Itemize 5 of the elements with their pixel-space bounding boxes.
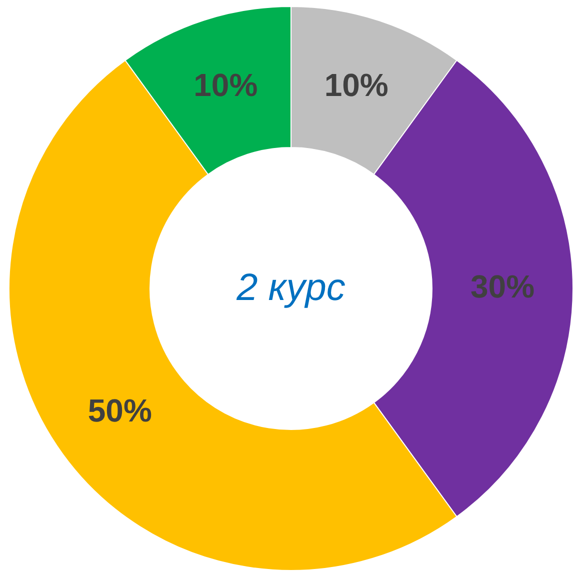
text: 2 курс	[236, 267, 346, 310]
data-label: 10%	[194, 67, 258, 104]
data-label: 30%	[470, 268, 535, 304]
data-label: 50%	[88, 392, 152, 429]
data-label: 10%	[324, 67, 388, 104]
